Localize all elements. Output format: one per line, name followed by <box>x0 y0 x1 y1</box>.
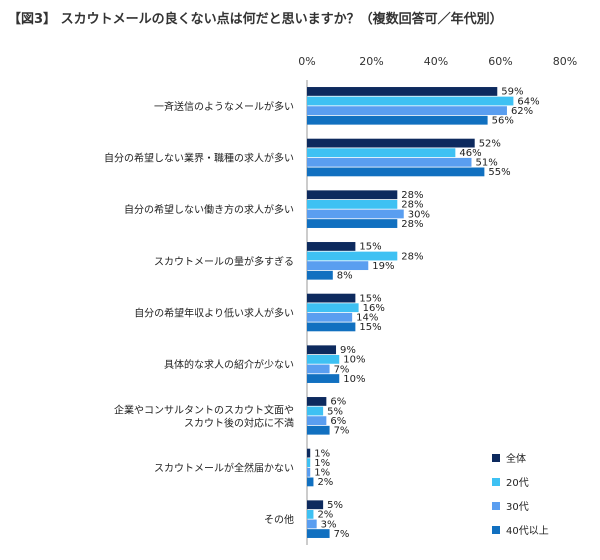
data-label: 64% <box>517 96 539 107</box>
data-label: 8% <box>337 271 353 282</box>
bar-0 <box>307 397 327 406</box>
bar-3 <box>307 425 330 435</box>
bar-0 <box>307 500 324 510</box>
bar-3 <box>307 219 398 228</box>
data-label: 14% <box>356 313 378 324</box>
data-label: 3% <box>321 519 337 530</box>
data-label: 2% <box>317 510 333 521</box>
category-label: 自分の希望しない業界・職種の求人が多い <box>104 152 294 165</box>
bar-2 <box>307 209 404 219</box>
data-label: 7% <box>334 426 350 437</box>
category-label: スカウトメールの量が多すぎる <box>154 255 294 268</box>
bar-3 <box>307 529 330 538</box>
bar-3 <box>307 322 356 332</box>
data-label: 55% <box>488 167 510 178</box>
bar-0 <box>307 293 356 303</box>
category-label: 自分の希望年収より低い求人が多い <box>134 307 294 320</box>
bar-0 <box>307 138 475 148</box>
bar-0 <box>307 345 337 355</box>
legend-swatch <box>492 526 500 534</box>
bar-1 <box>307 96 514 106</box>
data-label: 5% <box>327 500 343 511</box>
data-label: 56% <box>492 116 514 127</box>
category-label: 自分の希望しない働き方の求人が多い <box>124 203 294 216</box>
bar-2 <box>307 519 317 529</box>
bar-3 <box>307 115 488 125</box>
data-label: 6% <box>330 416 346 427</box>
x-tick-label: 0% <box>298 55 315 68</box>
bar-3 <box>307 374 340 383</box>
chart-title: 【図3】 スカウトメールの良くない点は何だと思いますか？（複数回答可／年代別） <box>8 12 503 27</box>
bar-3 <box>307 167 485 177</box>
bar-2 <box>307 416 327 426</box>
data-label: 62% <box>511 106 533 117</box>
data-label: 10% <box>343 355 365 366</box>
bar-0 <box>307 448 311 458</box>
data-label: 10% <box>343 374 365 385</box>
data-label: 15% <box>359 242 381 253</box>
data-label: 28% <box>401 219 423 230</box>
data-label: 9% <box>340 345 356 356</box>
legend-swatch <box>492 478 500 486</box>
category-label: その他 <box>264 513 294 526</box>
data-label: 59% <box>501 87 523 98</box>
bar-1 <box>307 251 398 261</box>
data-label: 28% <box>401 190 423 201</box>
bar-0 <box>307 87 498 96</box>
data-label: 52% <box>479 138 501 149</box>
data-label: 51% <box>475 158 497 169</box>
category-label: 企業やコンサルタントのスカウト文面や <box>114 403 294 416</box>
data-label: 7% <box>334 529 350 540</box>
legend-label: 20代 <box>506 477 529 489</box>
bar-1 <box>307 303 359 313</box>
legend-swatch <box>492 502 500 510</box>
data-label: 1% <box>314 468 330 479</box>
bar-2 <box>307 106 507 116</box>
data-label: 5% <box>327 406 343 417</box>
legend-label: 30代 <box>506 501 529 513</box>
bar-1 <box>307 148 456 158</box>
data-label: 1% <box>314 458 330 469</box>
bar-0 <box>307 242 356 251</box>
data-label: 15% <box>359 322 381 333</box>
category-label: スカウトメールが全然届かない <box>154 462 294 475</box>
data-label: 15% <box>359 293 381 304</box>
x-tick-label: 40% <box>424 55 448 68</box>
bar-2 <box>307 157 472 167</box>
x-tick-label: 60% <box>488 55 512 68</box>
bar-2 <box>307 261 369 271</box>
data-label: 30% <box>408 209 430 220</box>
category-label: 一斉送信のようなメールが多い <box>154 100 294 113</box>
data-label: 19% <box>372 261 394 272</box>
legend-swatch <box>492 454 500 462</box>
data-label: 46% <box>459 148 481 159</box>
data-label: 7% <box>334 364 350 375</box>
data-label: 1% <box>314 448 330 459</box>
bar-2 <box>307 467 311 477</box>
bar-1 <box>307 354 340 364</box>
bar-1 <box>307 509 314 519</box>
category-label: 具体的な求人の紹介が少ない <box>164 358 294 371</box>
bar-2 <box>307 312 353 322</box>
legend-label: 40代以上 <box>506 525 549 537</box>
category-label: スカウト後の対応に不満 <box>184 416 294 429</box>
data-label: 28% <box>401 200 423 211</box>
bar-1 <box>307 406 324 416</box>
data-label: 28% <box>401 251 423 262</box>
x-tick-label: 20% <box>359 55 383 68</box>
data-label: 6% <box>330 397 346 408</box>
bar-3 <box>307 477 314 487</box>
bar-0 <box>307 190 398 200</box>
bar-2 <box>307 364 330 374</box>
x-tick-label: 80% <box>553 55 577 68</box>
data-label: 2% <box>317 477 333 488</box>
legend-label: 全体 <box>506 452 526 465</box>
bar-1 <box>307 199 398 209</box>
bar-3 <box>307 270 333 280</box>
bar-1 <box>307 458 311 468</box>
data-label: 16% <box>363 303 385 314</box>
